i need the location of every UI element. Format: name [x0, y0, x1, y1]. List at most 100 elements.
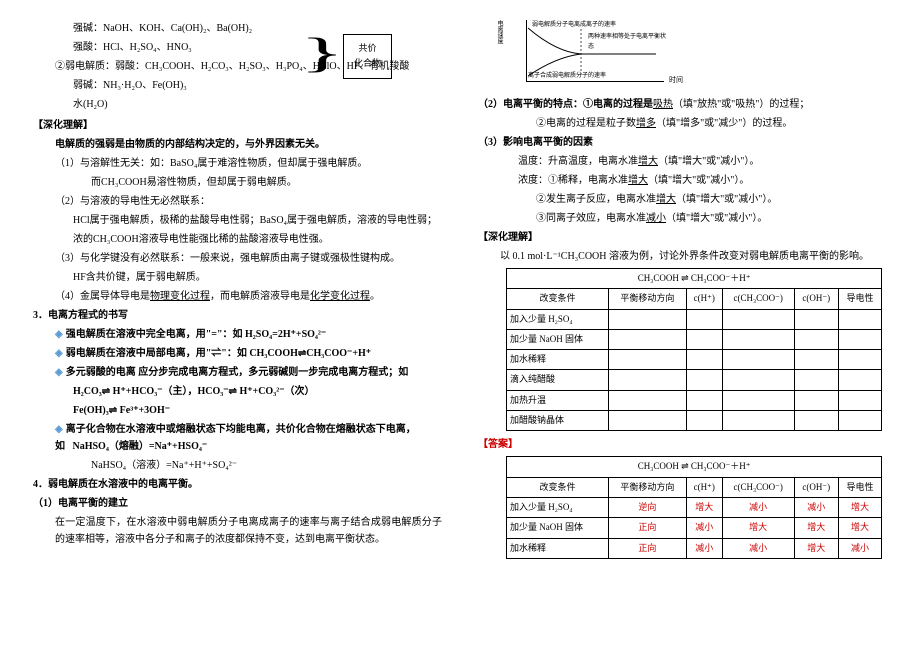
col-header: c(CH₃COO⁻)	[722, 289, 794, 309]
cell	[686, 390, 722, 410]
col-header: 改变条件	[507, 477, 609, 497]
chart-ann3: 离子合成弱电解质分子的速率	[528, 73, 606, 80]
deepen-sub: 电解质的强弱是由物质的内部结构决定的，与外界因素无关。	[33, 136, 442, 153]
electrolyte-list: 强碱：NaOH、KOH、Ca(OH)₂、Ba(OH)₂ 强酸：HCl、H₂SO₄…	[33, 20, 442, 113]
r2u: 增多	[636, 118, 656, 129]
water: 水(H₂O)	[33, 96, 442, 113]
cell: 减小	[794, 497, 838, 517]
r3b: 浓度：①稀释，电离水准增大（填"增大"或"减小"）。	[478, 172, 887, 189]
diamond-icon: ◈	[55, 424, 63, 435]
cell	[722, 350, 794, 370]
chart-ann1: 弱电解质分子电离成离子的速率	[532, 22, 616, 29]
p4u: 物理变化过程	[150, 291, 210, 302]
x-label: 时间	[669, 75, 683, 87]
cell	[686, 370, 722, 390]
cell	[722, 411, 794, 431]
cell: 加少量 NaOH 固体	[507, 518, 609, 538]
cell: 加醋酸钠晶体	[507, 411, 609, 431]
p4u2: 化学变化过程	[310, 291, 370, 302]
deepen-title: 【深化理解】	[33, 117, 442, 134]
cell: 增大	[838, 518, 881, 538]
eq-arrow: ⇌	[109, 405, 117, 416]
cell	[608, 329, 686, 349]
cell: 加入少量 H₂SO₄	[507, 309, 609, 329]
cell	[794, 350, 838, 370]
eq-arrow: ⇌	[229, 386, 237, 397]
cell	[838, 309, 881, 329]
cell	[608, 350, 686, 370]
p2c: 浓的CH₃COOH溶液导电性能强比稀的盐酸溶液导电性强。	[33, 231, 442, 248]
cell	[686, 350, 722, 370]
cell	[608, 411, 686, 431]
covalent-box: 共价 化合物	[343, 34, 392, 79]
cell: 减小	[686, 538, 722, 558]
p3b: HF含共价键，属于弱电解质。	[33, 269, 442, 286]
cell	[838, 411, 881, 431]
cell: 正向	[608, 538, 686, 558]
sec4-1: （1）电离平衡的建立	[33, 495, 442, 512]
cell	[838, 370, 881, 390]
r2b: （填"增多"或"减少"）的过程。	[656, 118, 792, 129]
cell	[722, 309, 794, 329]
b1b: ◈弱电解质在溶液中局部电离，用"⇌"：如 CH₃COOH⇌CH₃COO⁻+H⁺	[33, 345, 442, 362]
cell: 加少量 NaOH 固体	[507, 329, 609, 349]
r1b: （填"放热"或"吸热"）的过程；	[673, 99, 809, 110]
r1: （2）电离平衡的特点：①电离的过程是吸热（填"放热"或"吸热"）的过程；	[478, 96, 887, 113]
cell	[608, 309, 686, 329]
sec3: 3．电离方程式的书写	[33, 307, 442, 324]
p4b: ，而电解质溶液导电是	[210, 291, 310, 302]
table-blank: CH₃COOH ⇌ CH₃COO⁻＋H⁺ 改变条件平衡移动方向c(H⁺)c(CH…	[506, 268, 882, 431]
b1g: NaHSO₄（溶液）=Na⁺+H⁺+SO₄²⁻	[33, 457, 442, 474]
cell: 加水稀释	[507, 350, 609, 370]
cell: 逆向	[608, 497, 686, 517]
weak-base: 弱碱：NH₃·H₂O、Fe(OH)₃	[33, 77, 442, 94]
cell: 减小	[838, 538, 881, 558]
cell	[608, 390, 686, 410]
cell	[686, 309, 722, 329]
p4a: （4）金属导体导电是	[55, 291, 150, 302]
eq-header: CH₃COOH ⇌ CH₃COO⁻＋H⁺	[507, 269, 882, 289]
cell: 加水稀释	[507, 538, 609, 558]
cell: 正向	[608, 518, 686, 538]
p4c: 。	[370, 291, 380, 302]
cell: 增大	[686, 497, 722, 517]
cell: 加热升温	[507, 390, 609, 410]
r3d: ③同离子效应，电离水准减小（填"增大"或"减小"）。	[478, 210, 887, 227]
chart-ann2: 两种速率相等处于电离平衡状态	[588, 32, 668, 52]
left-column: 强碱：NaOH、KOH、Ca(OH)₂、Ba(OH)₂ 强酸：HCl、H₂SO₄…	[15, 20, 460, 631]
right-column: 电离速度 时间 弱电解质分子电离成离子的速率 两种速率相等处于电离平衡状态 离子…	[460, 20, 905, 631]
cell	[838, 390, 881, 410]
r1u: 吸热	[653, 99, 673, 110]
cell	[838, 350, 881, 370]
col-header: c(OH⁻)	[794, 289, 838, 309]
r3c: ②发生离子反应，电离水准增大（填"增大"或"减小"）。	[478, 191, 887, 208]
r2: ②电离的过程是粒子数增多（填"增多"或"减少"）的过程。	[478, 115, 887, 132]
b1c: ◈多元弱酸的电离 应分步完成电离方程式，多元弱碱则一步完成电离方程式；如	[33, 364, 442, 381]
cell	[794, 411, 838, 431]
col-header: c(OH⁻)	[794, 477, 838, 497]
box-line1: 共价	[354, 41, 381, 56]
cell	[794, 390, 838, 410]
r3: （3）影响电离平衡的因素	[478, 134, 887, 151]
diamond-icon: ◈	[55, 367, 63, 378]
p1b: 而CH₃COOH易溶性物质，但却属于弱电解质。	[33, 174, 442, 191]
col-header: c(H⁺)	[686, 477, 722, 497]
diamond-icon: ◈	[55, 348, 63, 359]
p4: （4）金属导体导电是物理变化过程，而电解质溶液导电是化学变化过程。	[33, 288, 442, 305]
cell	[722, 329, 794, 349]
diamond-icon: ◈	[55, 329, 63, 340]
deep-title: 【深化理解】	[478, 229, 887, 246]
cell	[686, 329, 722, 349]
cell: 加入少量 H₂SO₄	[507, 497, 609, 517]
col-header: c(H⁺)	[686, 289, 722, 309]
b1e: Fe(OH)₃⇌ Fe³⁺+3OH⁻	[33, 402, 442, 419]
cell	[794, 370, 838, 390]
col-header: 导电性	[838, 289, 881, 309]
cell	[686, 411, 722, 431]
p3: （3）与化学键没有必然联系：一般来说，强电解质由离子键或强极性键构成。	[33, 250, 442, 267]
box-line2: 化合物	[354, 56, 381, 71]
cell: 增大	[838, 497, 881, 517]
col-header: 平衡移动方向	[608, 477, 686, 497]
cell: 增大	[722, 518, 794, 538]
p5: 在一定温度下，在水溶液中弱电解质分子电离成离子的速率与离子结合成弱电解质分子的速…	[33, 514, 442, 548]
